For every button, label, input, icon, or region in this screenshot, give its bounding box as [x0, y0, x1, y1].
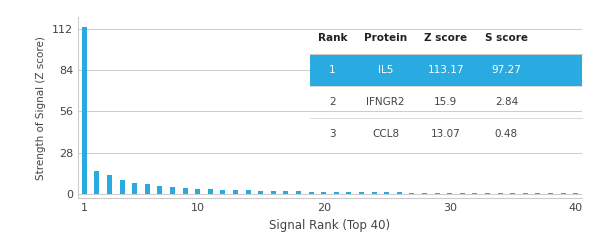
Bar	[94, 171, 100, 194]
Text: S score: S score	[485, 33, 528, 43]
Bar	[510, 193, 515, 194]
Bar	[119, 180, 125, 194]
Bar	[523, 193, 528, 194]
Text: CCL8: CCL8	[372, 129, 399, 139]
Bar	[409, 193, 415, 194]
Text: 1: 1	[329, 65, 336, 75]
Bar	[334, 192, 339, 194]
Bar	[107, 175, 112, 194]
Text: IL5: IL5	[378, 65, 393, 75]
Bar	[359, 192, 364, 194]
Bar	[195, 189, 200, 194]
Text: 15.9: 15.9	[434, 97, 458, 107]
Bar	[397, 192, 402, 194]
Bar	[321, 192, 326, 194]
Text: Rank: Rank	[318, 33, 347, 43]
Text: 13.07: 13.07	[431, 129, 461, 139]
Bar	[535, 193, 541, 194]
Bar	[485, 193, 490, 194]
Bar	[271, 191, 276, 194]
Text: 2: 2	[329, 97, 336, 107]
Text: 113.17: 113.17	[428, 65, 464, 75]
Text: IFNGR2: IFNGR2	[366, 97, 404, 107]
Bar	[384, 192, 389, 194]
Bar	[283, 191, 289, 194]
Bar	[308, 191, 314, 194]
X-axis label: Signal Rank (Top 40): Signal Rank (Top 40)	[269, 219, 391, 232]
Bar	[170, 187, 175, 194]
Bar	[233, 190, 238, 194]
Bar	[310, 54, 582, 86]
Text: 2.84: 2.84	[495, 97, 518, 107]
Bar	[497, 193, 503, 194]
Bar	[82, 27, 87, 194]
Bar	[460, 193, 465, 194]
Bar	[371, 192, 377, 194]
Bar	[245, 190, 251, 194]
Text: 3: 3	[329, 129, 336, 139]
Bar	[132, 182, 137, 194]
Bar	[447, 193, 452, 194]
Bar	[434, 193, 440, 194]
Bar	[472, 193, 478, 194]
Bar	[182, 188, 188, 194]
Bar	[296, 191, 301, 194]
Y-axis label: Strength of Signal (Z score): Strength of Signal (Z score)	[37, 36, 46, 180]
Text: Protein: Protein	[364, 33, 407, 43]
Bar	[208, 189, 213, 194]
Text: 0.48: 0.48	[495, 129, 518, 139]
Bar	[548, 193, 553, 194]
Bar	[220, 189, 226, 194]
Bar	[560, 193, 566, 194]
Text: 97.27: 97.27	[491, 65, 521, 75]
Text: Z score: Z score	[424, 33, 467, 43]
Bar	[346, 192, 352, 194]
Bar	[157, 186, 163, 194]
Bar	[422, 193, 427, 194]
Bar	[258, 191, 263, 194]
Bar	[145, 184, 150, 194]
